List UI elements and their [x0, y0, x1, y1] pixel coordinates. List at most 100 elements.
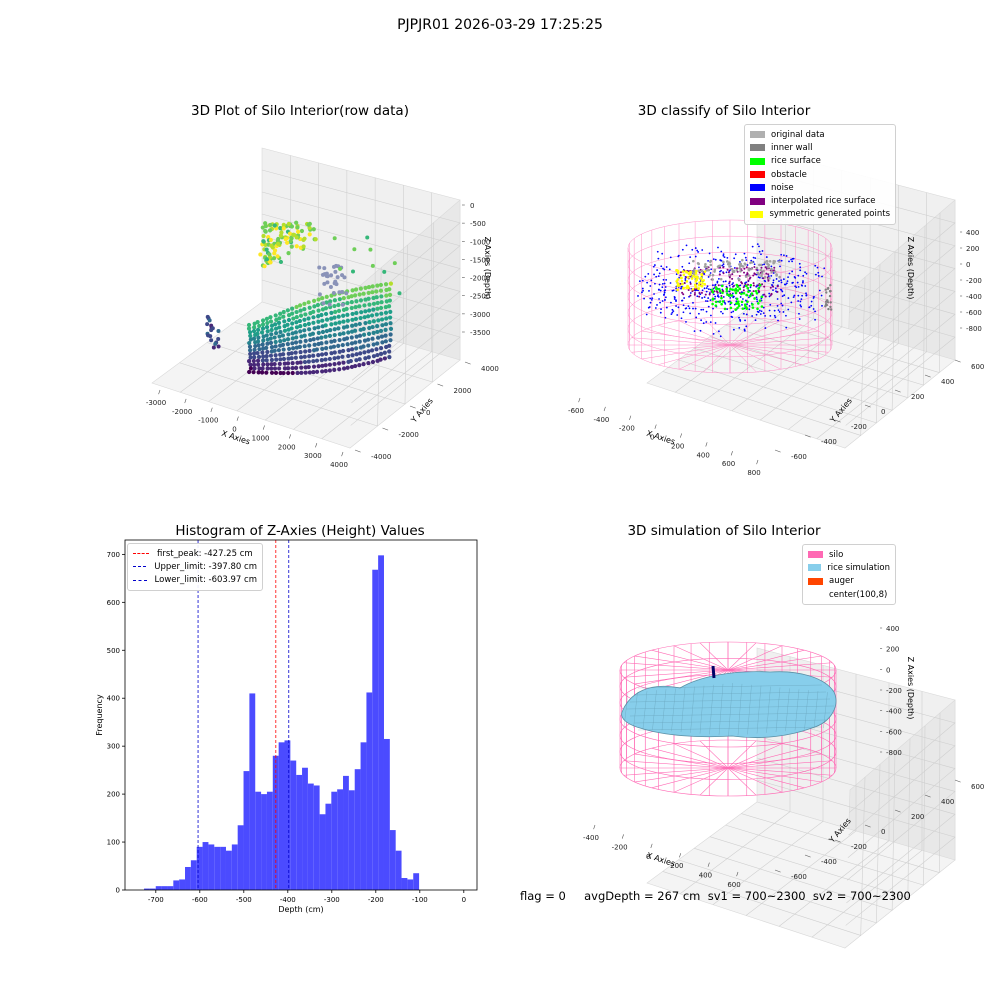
raw-data-point	[260, 326, 266, 331]
noise-point	[735, 300, 738, 303]
raw-data-point	[311, 309, 316, 314]
silo-spoke	[623, 760, 729, 769]
noise-point	[722, 280, 725, 283]
raw-data-point	[307, 232, 312, 237]
original-point	[711, 278, 714, 281]
grid-line-y	[741, 712, 941, 873]
x-axis-tick-label: 0	[650, 434, 654, 442]
raw-data-point	[342, 275, 347, 280]
noise-point	[712, 258, 715, 261]
raw-data-point	[273, 339, 278, 345]
raw-data-point	[332, 361, 337, 367]
histogram-legend: first_peak: -427.25 cm Upper_limit: -397.…	[127, 543, 263, 591]
noise-point	[796, 281, 799, 284]
noise-point	[754, 257, 757, 260]
raw-data-point	[268, 340, 274, 345]
noise-point	[821, 275, 823, 278]
raw-data-point	[366, 284, 372, 290]
noise-point	[732, 328, 735, 331]
noise-point	[649, 301, 652, 304]
noise-point	[746, 264, 749, 266]
noise-point	[802, 280, 804, 282]
noise-point	[783, 294, 786, 297]
z-axis-tick-label: -400	[886, 708, 902, 716]
raw-data-point	[375, 300, 380, 306]
raw-data-point	[264, 345, 269, 350]
interpolated-point	[700, 291, 703, 294]
raw-data-point	[291, 316, 296, 321]
rice-surface-point	[725, 289, 729, 293]
raw-data-point	[327, 362, 333, 367]
histogram-bar	[401, 878, 408, 890]
interpolated-point	[689, 294, 692, 297]
symmetric-point	[694, 280, 698, 283]
raw-data-point	[295, 225, 300, 230]
histogram-bar	[284, 740, 291, 890]
raw-data-point	[259, 330, 265, 335]
noise-point	[783, 254, 785, 257]
raw-data-point	[384, 316, 389, 321]
histogram-chart[interactable]: -700 -600 -500 -400 -300 -200 -100 0 0 100 200 300 4…	[0, 500, 500, 1000]
original-point	[728, 273, 731, 277]
raw-data-point	[285, 240, 290, 245]
mesh-line	[766, 686, 771, 733]
noise-point	[785, 255, 788, 257]
original-point	[705, 265, 709, 269]
raw-data-point	[252, 366, 257, 371]
raw-data-point	[264, 325, 270, 330]
z-axis-label: Z Axies (Depth)	[483, 237, 492, 300]
raw-data-point	[256, 354, 262, 360]
silo-spoke	[703, 344, 731, 373]
original-point	[772, 261, 775, 265]
mesh-line	[637, 684, 823, 689]
rice-simulation-surface	[621, 671, 837, 738]
raw-data-point	[263, 221, 268, 226]
raw-data-point	[312, 298, 317, 303]
noise-point	[761, 250, 764, 252]
raw-data-point	[274, 317, 279, 322]
raw-data-point	[307, 354, 312, 359]
noise-point	[726, 308, 729, 311]
simulation-3d-plot[interactable]: -400 -200 0 200 400 600 600 400 200 0 -200 -400 -600…	[500, 500, 1000, 1000]
raw-data-point	[281, 352, 286, 357]
raw-data-point	[276, 320, 282, 325]
raw-data-point	[366, 337, 371, 342]
original-point	[735, 268, 739, 272]
noise-point	[722, 296, 725, 298]
interpolated-point	[693, 291, 696, 294]
noise-point	[801, 294, 804, 297]
raw-data-point	[293, 355, 298, 360]
rice-surface-point	[750, 292, 754, 295]
symmetric-point	[695, 275, 699, 279]
mesh-line	[823, 691, 828, 729]
silo-spoke	[729, 344, 803, 366]
raw-data-point	[247, 369, 252, 375]
raw-data-point	[264, 333, 269, 338]
raw-data-point	[253, 343, 258, 349]
histogram-title: Histogram of Z-Axies (Height) Values	[175, 523, 425, 539]
noise-point	[804, 271, 807, 274]
noise-point	[800, 298, 803, 301]
raw-3d-plot[interactable]: -3000 -2000 -1000 0 1000 2000 3000 4000 4000 2000…	[0, 0, 500, 500]
raw-data-point	[268, 319, 274, 324]
original-point	[732, 269, 736, 273]
raw-data-point	[378, 282, 384, 288]
symmetric-point	[694, 272, 698, 275]
original-point	[763, 261, 767, 264]
noise-point	[717, 246, 719, 249]
rice-surface-point	[738, 287, 742, 291]
raw-data-point	[277, 316, 282, 321]
noise-point	[777, 309, 780, 312]
noise-point	[774, 316, 777, 319]
raw-data-point	[289, 235, 294, 240]
original-point	[741, 258, 744, 262]
mesh-line	[625, 705, 835, 710]
raw-data-point	[329, 322, 334, 327]
raw-data-point	[378, 305, 384, 311]
noise-point	[784, 283, 787, 286]
noise-point	[651, 297, 654, 300]
classify-3d-plot[interactable]: -600 -400 -200 0 200 400 600 800 600 400 200 0 -200 -…	[500, 0, 1000, 500]
raw-data-point	[282, 338, 287, 343]
raw-data-point	[378, 357, 383, 362]
raw-data-point	[392, 261, 397, 266]
